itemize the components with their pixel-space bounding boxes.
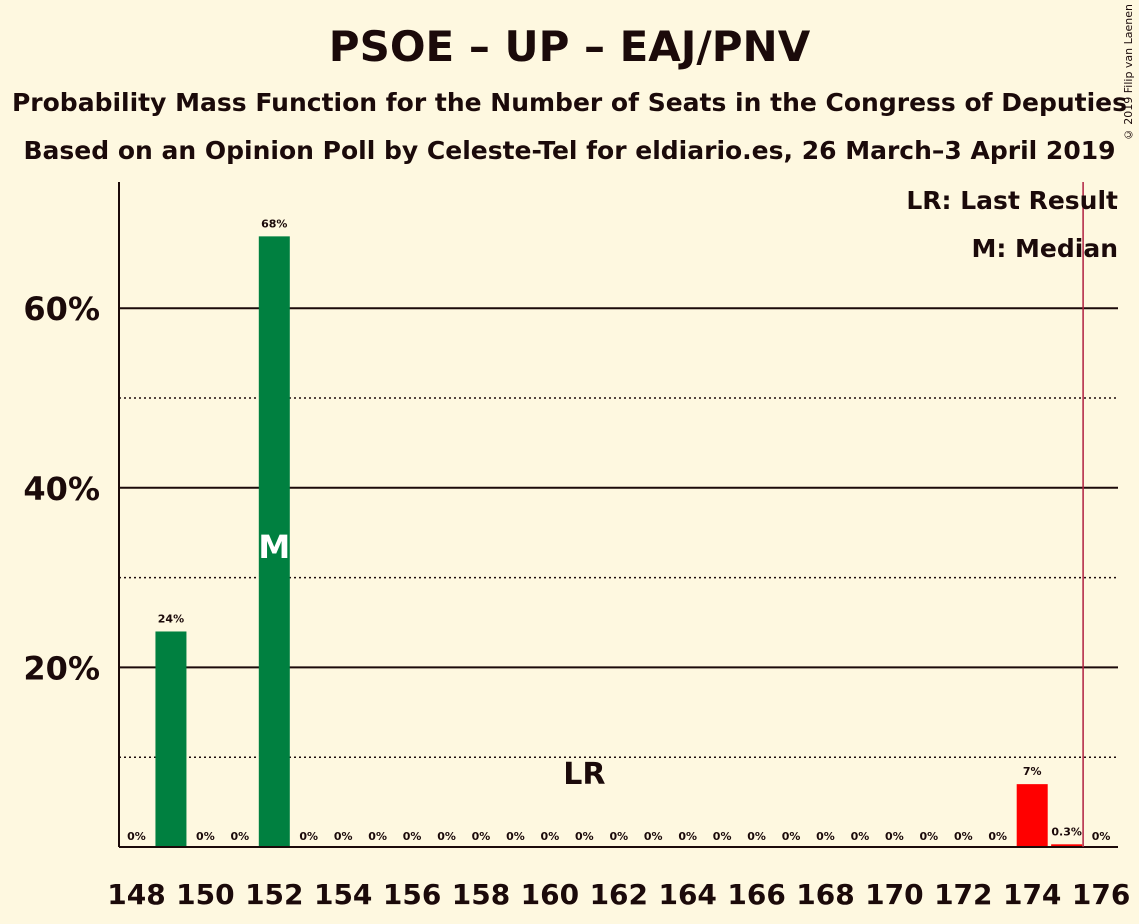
y-tick-label: 40% — [23, 470, 100, 508]
x-tick-label: 158 — [452, 878, 510, 911]
chart-subtitle-method: Probability Mass Function for the Number… — [11, 88, 1128, 117]
bar-label-seat-153: 0% — [299, 830, 318, 843]
x-tick-label: 168 — [796, 878, 854, 911]
x-tick-label: 166 — [727, 878, 785, 911]
legend-last-result: LR: Last Result — [906, 186, 1118, 215]
bar-label-seat-156: 0% — [403, 830, 422, 843]
bar-label-seat-154: 0% — [334, 830, 353, 843]
bar-seat-149 — [155, 631, 187, 847]
x-tick-label: 172 — [934, 878, 992, 911]
bar-label-seat-155: 0% — [368, 830, 387, 843]
last-result-marker: LR — [563, 757, 605, 792]
bar-label-seat-158: 0% — [472, 830, 491, 843]
bar-label-seat-161: 0% — [575, 830, 594, 843]
bar-label-seat-174: 7% — [1023, 765, 1042, 778]
bar-seat-175 — [1051, 844, 1083, 847]
bar-label-seat-173: 0% — [988, 830, 1007, 843]
markers: M LR — [258, 182, 1084, 847]
gridlines: 20% 40% 60% — [23, 290, 1118, 758]
bar-label-seat-168: 0% — [816, 830, 835, 843]
x-tick-label: 148 — [107, 878, 165, 911]
x-tick-label: 162 — [590, 878, 648, 911]
legend-median: M: Median — [971, 234, 1118, 263]
bar-label-seat-175: 0.3% — [1051, 825, 1082, 838]
bar-label-seat-167: 0% — [782, 830, 801, 843]
bar-label-seat-148: 0% — [127, 830, 146, 843]
x-tick-label: 164 — [658, 878, 716, 911]
bar-seat-174 — [1016, 784, 1048, 847]
x-tick-label: 150 — [176, 878, 234, 911]
bar-label-seat-164: 0% — [678, 830, 697, 843]
bar-seat-152 — [258, 236, 290, 848]
bar-label-seat-163: 0% — [644, 830, 663, 843]
x-tick-label: 156 — [383, 878, 441, 911]
y-tick-label: 60% — [23, 290, 100, 328]
x-tick-label: 174 — [1003, 878, 1061, 911]
bar-label-seat-172: 0% — [954, 830, 973, 843]
x-tick-label: 154 — [314, 878, 372, 911]
median-marker: M — [258, 528, 290, 566]
x-tick-label: 160 — [521, 878, 579, 911]
bar-label-seat-150: 0% — [196, 830, 215, 843]
bar-label-seat-151: 0% — [231, 830, 250, 843]
bar-label-seat-176: 0% — [1092, 830, 1111, 843]
chart-subtitle-source: Based on an Opinion Poll by Celeste-Tel … — [23, 136, 1116, 165]
y-tick-label: 20% — [23, 649, 100, 687]
bar-label-seat-171: 0% — [920, 830, 939, 843]
bar-value-labels: 0% 24% 0% 0% 68% 0% 0% 0% 0% 0% 0% 0% 0% 0% 0% 0% 0% 0% 0%… — [127, 217, 1110, 843]
bar-label-seat-170: 0% — [885, 830, 904, 843]
bar-label-seat-169: 0% — [851, 830, 870, 843]
bar-label-seat-165: 0% — [713, 830, 732, 843]
bars — [155, 236, 1083, 848]
axes: 148 150 152 154 156 158 160 162 164 166 168 170 172 1… — [107, 182, 1130, 911]
x-tick-label: 170 — [865, 878, 923, 911]
bar-label-seat-157: 0% — [437, 830, 456, 843]
bar-label-seat-166: 0% — [747, 830, 766, 843]
bar-label-seat-159: 0% — [506, 830, 525, 843]
x-tick-label: 176 — [1072, 878, 1130, 911]
bar-label-seat-149: 24% — [158, 612, 184, 625]
chart-title: PSOE – UP – EAJ/PNV — [328, 22, 811, 71]
bar-label-seat-162: 0% — [609, 830, 628, 843]
x-tick-label: 152 — [245, 878, 303, 911]
bar-label-seat-152: 68% — [261, 217, 287, 230]
bar-label-seat-160: 0% — [541, 830, 560, 843]
